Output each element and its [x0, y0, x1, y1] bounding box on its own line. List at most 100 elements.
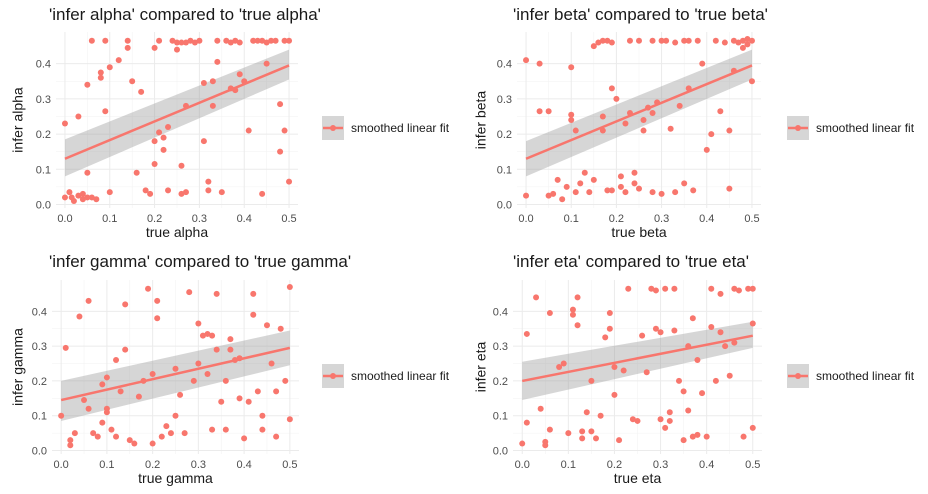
- fit-line: [525, 64, 753, 160]
- data-point: [85, 297, 92, 304]
- x-tick-label: 0.4: [699, 459, 714, 471]
- data-point: [611, 364, 618, 370]
- confidence-band: [522, 321, 753, 401]
- data-point: [236, 71, 243, 78]
- data-point: [75, 113, 82, 120]
- data-point: [599, 37, 606, 44]
- data-point: [214, 37, 221, 44]
- data-point: [154, 315, 161, 322]
- data-point: [126, 437, 133, 444]
- y-axis-title: infer alpha: [10, 87, 26, 153]
- data-point: [67, 442, 74, 449]
- data-point: [658, 37, 665, 44]
- data-point: [519, 440, 526, 447]
- data-point: [588, 428, 595, 435]
- y-tick-label: 0.3: [497, 94, 512, 106]
- data-point: [108, 426, 115, 433]
- data-point: [196, 37, 203, 44]
- data-point: [556, 364, 563, 370]
- data-point: [102, 108, 109, 115]
- x-tick-label: 0.5: [282, 459, 297, 471]
- y-tick-label: 0.2: [36, 129, 51, 141]
- legend: smoothed linear fit: [322, 116, 450, 140]
- data-point: [277, 101, 284, 108]
- data-point: [681, 37, 688, 44]
- data-point: [662, 285, 669, 292]
- data-point: [115, 57, 122, 64]
- data-point: [579, 435, 586, 442]
- data-point: [154, 297, 161, 304]
- data-point: [590, 43, 597, 50]
- data-point: [273, 388, 280, 395]
- legend-key-point: [330, 125, 336, 131]
- data-point: [546, 310, 553, 317]
- data-point: [735, 39, 742, 46]
- data-point: [667, 125, 674, 132]
- y-tick-label: 0.1: [497, 164, 512, 176]
- chart-panel: 0.0 0.1 0.2 0.3 0.4 0.5 0.0 0.1 0.2 0.3 0.4 true et…: [473, 252, 915, 486]
- data-point: [142, 187, 149, 194]
- x-tick-label: 0.2: [145, 459, 160, 471]
- x-tick-label: 0.0: [518, 213, 533, 225]
- data-point: [726, 127, 733, 134]
- data-point: [748, 37, 755, 44]
- x-tick-label: 0.5: [745, 459, 760, 471]
- data-point: [84, 81, 91, 88]
- x-tick-label: 0.3: [653, 459, 668, 471]
- data-point: [263, 60, 270, 67]
- data-point: [145, 285, 152, 292]
- data-point: [84, 194, 91, 201]
- data-point: [617, 183, 624, 190]
- data-point: [259, 190, 266, 197]
- data-point: [574, 322, 581, 329]
- data-point: [749, 424, 756, 431]
- y-tick-label: 0.0: [493, 446, 508, 458]
- data-point: [681, 180, 688, 187]
- x-axis-title: true alpha: [146, 224, 208, 240]
- x-tick-label: 0.0: [57, 213, 72, 225]
- data-point: [649, 37, 656, 44]
- data-point: [748, 78, 755, 85]
- y-tick-label: 0.2: [32, 376, 47, 388]
- data-point: [286, 178, 293, 185]
- data-point: [523, 57, 530, 64]
- data-point: [731, 339, 738, 346]
- data-point: [62, 344, 69, 351]
- data-point: [672, 189, 679, 196]
- data-point: [85, 405, 92, 412]
- data-point: [554, 176, 561, 183]
- data-point: [151, 138, 158, 145]
- data-point: [94, 433, 101, 440]
- data-point: [599, 113, 606, 120]
- data-point: [583, 409, 590, 416]
- y-tick-label: 0.1: [36, 164, 51, 176]
- y-tick-label: 0.4: [493, 306, 508, 318]
- chart-title: 'infer alpha' compared to 'true alpha': [49, 5, 321, 24]
- data-point: [61, 194, 68, 201]
- data-point: [209, 426, 216, 433]
- data-point: [545, 108, 552, 115]
- data-point: [71, 430, 78, 437]
- y-tick-label: 0.3: [32, 341, 47, 353]
- data-point: [268, 37, 275, 44]
- y-tick-label: 0.0: [32, 446, 47, 458]
- y-axis-title: infer gamma: [10, 328, 26, 406]
- data-point: [190, 377, 197, 384]
- chart-title: 'infer gamma' compared to 'true gamma': [49, 252, 351, 271]
- data-point: [572, 189, 579, 196]
- data-point: [259, 426, 266, 433]
- data-point: [631, 180, 638, 187]
- data-point: [658, 190, 665, 197]
- data-point: [606, 310, 613, 317]
- data-point: [671, 327, 678, 334]
- data-point: [604, 37, 611, 44]
- data-point: [577, 180, 584, 187]
- x-axis-title: true gamma: [138, 470, 213, 486]
- data-point: [740, 433, 747, 440]
- data-point: [174, 46, 180, 53]
- data-point: [99, 419, 106, 426]
- data-point: [165, 124, 172, 131]
- data-point: [200, 80, 207, 87]
- legend: smoothed linear fit: [322, 364, 450, 388]
